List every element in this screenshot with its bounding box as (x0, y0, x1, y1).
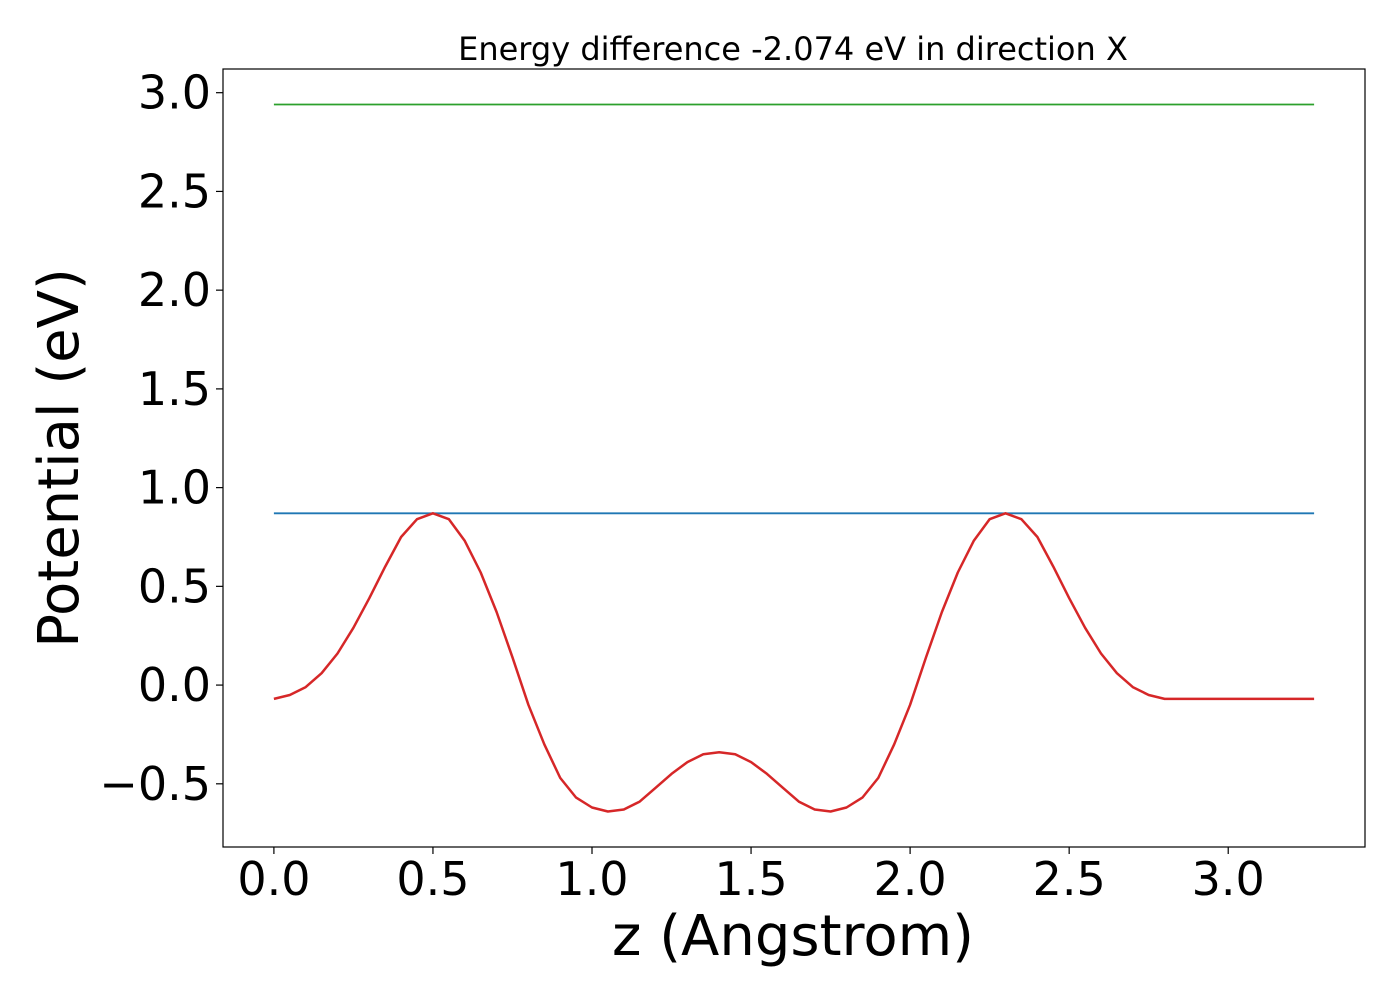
x-tick-label: 1.0 (555, 852, 628, 906)
x-tick-label: 2.5 (1033, 852, 1106, 906)
x-tick-label: 2.0 (874, 852, 947, 906)
y-axis-label: Potential (eV) (27, 268, 92, 648)
x-tick-label: 0.5 (396, 852, 469, 906)
y-tick-label: 2.5 (138, 164, 211, 218)
x-tick-label: 0.0 (237, 852, 310, 906)
x-axis: 0.0 0.5 1.0 1.5 2.0 2.5 3.0 (237, 847, 1265, 906)
x-tick-label: 3.0 (1192, 852, 1265, 906)
y-tick-label: 0.5 (138, 559, 211, 613)
y-tick-label: 0.0 (138, 658, 211, 712)
y-tick-label: −0.5 (99, 757, 211, 811)
x-tick-label: 1.5 (714, 852, 787, 906)
series-line-3 (273, 512, 1315, 813)
chart-title: Energy difference -2.074 eV in direction… (458, 30, 1128, 68)
y-axis: −0.5 0.0 0.5 1.0 1.5 2.0 2.5 3.0 (99, 66, 223, 811)
y-tick-label: 1.0 (138, 461, 211, 515)
x-axis-label: z (Angstrom) (612, 904, 974, 969)
plot-frame (222, 68, 1366, 848)
y-tick-label: 2.0 (138, 263, 211, 317)
y-tick-label: 1.5 (138, 362, 211, 416)
series-layer (273, 103, 1315, 813)
y-tick-label: 3.0 (138, 66, 211, 120)
